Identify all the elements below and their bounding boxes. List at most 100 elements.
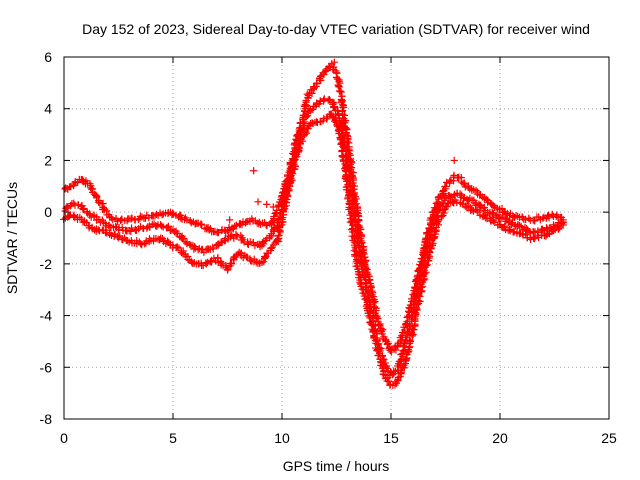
data-point-lower-track	[343, 177, 351, 185]
x-tick-label: 25	[601, 430, 617, 446]
data-point-upper-track	[141, 214, 150, 222]
data-point-upper-track	[442, 182, 450, 190]
data-point-lower-track	[335, 129, 343, 138]
data-point-middle-track	[494, 211, 502, 219]
data-point-middle-track	[325, 95, 333, 104]
data-point-middle-track	[251, 241, 259, 250]
data-point-lower-track	[363, 306, 372, 315]
data-point-middle-track	[300, 118, 308, 126]
data-point-upper-track	[206, 224, 215, 233]
data-point-lower-track	[358, 285, 366, 293]
data-point-upper-track	[114, 217, 122, 225]
data-point-lower-track	[349, 228, 357, 236]
data-point-lower-track	[138, 241, 146, 249]
x-tick-label: 15	[383, 430, 399, 446]
data-points	[60, 58, 567, 389]
data-point-lower-track	[373, 346, 382, 354]
y-gridlines	[64, 108, 609, 368]
data-point-middle-track	[320, 95, 328, 103]
data-point-middle-track	[159, 223, 167, 231]
y-tick-label: -8	[40, 411, 53, 427]
data-point-lower-track	[273, 236, 282, 244]
data-point-upper-track	[439, 187, 447, 196]
data-point-middle-track	[388, 371, 397, 379]
data-point-middle-track	[90, 212, 98, 220]
x-tick-label: 0	[60, 430, 68, 446]
data-point-middle-track	[112, 222, 120, 231]
data-point-upper-track	[483, 195, 491, 203]
data-point-middle-track	[502, 217, 510, 226]
data-point-lower-track	[556, 224, 564, 232]
data-point-upper-track	[308, 89, 316, 97]
data-point-middle-track	[438, 200, 446, 208]
data-point-middle-track	[508, 219, 517, 227]
data-point-lower-track	[261, 254, 269, 262]
x-tick-label: 5	[169, 430, 177, 446]
data-point-upper-track	[484, 196, 492, 205]
data-point-lower-track	[369, 328, 377, 336]
data-point-lower-track	[207, 258, 215, 266]
data-point-middle-track	[517, 222, 525, 230]
data-point-upper-track	[443, 178, 451, 186]
data-point-upper-track	[384, 339, 392, 347]
data-point-lower-track	[422, 261, 430, 270]
data-point-spike	[254, 198, 262, 206]
data-point-spike	[269, 203, 277, 211]
data-point-lower-track	[397, 367, 405, 375]
data-point-spike	[450, 156, 458, 165]
data-point-upper-track	[313, 79, 321, 87]
data-point-middle-track	[118, 223, 126, 232]
x-tick-label: 20	[492, 430, 508, 446]
data-point-upper-track	[339, 103, 348, 112]
data-point-upper-track	[177, 211, 185, 220]
data-point-lower-track	[435, 216, 443, 224]
data-point-upper-track	[386, 346, 394, 355]
data-point-lower-track	[373, 347, 381, 355]
data-point-upper-track	[460, 179, 468, 187]
data-point-lower-track	[107, 231, 116, 240]
data-point-upper-track	[521, 215, 530, 224]
data-point-middle-track	[523, 225, 531, 233]
data-point-lower-track	[283, 195, 291, 204]
data-point-middle-track	[114, 226, 123, 234]
y-tick-label: -2	[40, 256, 53, 272]
data-point-middle-track	[186, 240, 194, 249]
y-tick-label: -4	[40, 308, 53, 324]
chart-title: Day 152 of 2023, Sidereal Day-to-day VTE…	[82, 21, 590, 37]
data-point-lower-track	[537, 231, 546, 239]
plot-frame	[63, 56, 610, 420]
data-point-upper-track	[183, 216, 191, 224]
data-point-upper-track	[337, 88, 345, 96]
y-tick-label: 6	[44, 49, 52, 65]
data-point-lower-track	[406, 336, 414, 344]
data-point-middle-track	[501, 214, 509, 222]
data-point-lower-track	[301, 129, 309, 137]
data-point-middle-track	[127, 224, 136, 232]
data-point-lower-track	[491, 218, 499, 227]
data-point-middle-track	[80, 205, 88, 213]
data-point-upper-track	[274, 201, 282, 209]
data-point-lower-track	[392, 379, 400, 387]
data-point-lower-track	[415, 292, 423, 300]
data-point-lower-track	[416, 288, 425, 296]
data-point-spike	[226, 216, 234, 224]
y-tick-label: -6	[40, 359, 53, 375]
data-point-middle-track	[246, 238, 254, 246]
x-axis-label: GPS time / hours	[283, 458, 390, 474]
data-point-lower-track	[133, 237, 141, 245]
data-point-middle-track	[330, 103, 339, 111]
data-point-lower-track	[328, 113, 336, 121]
y-tick-label: 4	[44, 101, 52, 117]
data-point-upper-track	[93, 192, 101, 201]
data-point-spike	[263, 200, 271, 208]
data-point-upper-track	[127, 215, 135, 223]
data-point-upper-track	[109, 216, 117, 224]
data-point-lower-track	[260, 258, 268, 266]
data-point-lower-track	[274, 232, 282, 240]
data-point-lower-track	[506, 227, 514, 235]
data-point-lower-track	[443, 203, 451, 211]
data-point-upper-track	[198, 221, 206, 229]
data-point-upper-track	[334, 75, 342, 83]
data-point-spike	[489, 213, 498, 221]
